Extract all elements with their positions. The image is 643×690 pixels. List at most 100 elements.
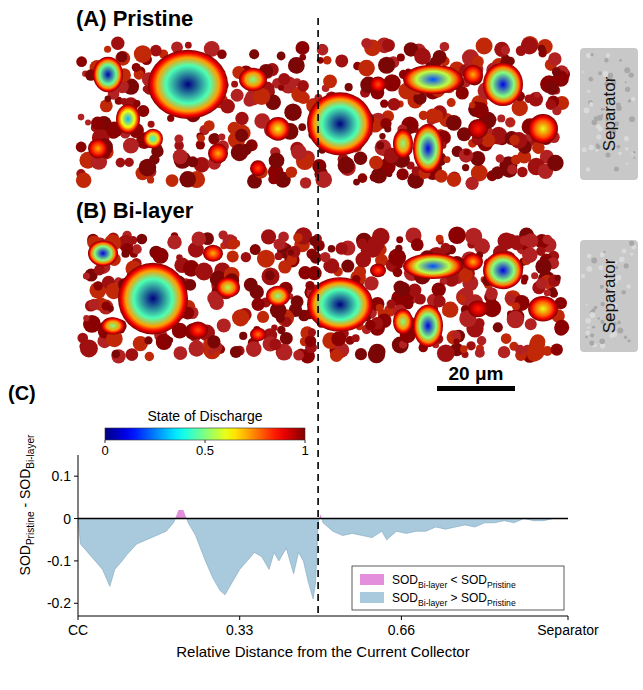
binder-speck: [116, 158, 126, 168]
y-tick: [74, 518, 78, 519]
binder-speck: [521, 278, 527, 284]
subscript: Bi-layer: [418, 580, 447, 590]
binder-speck: [288, 57, 305, 74]
binder-speck: [459, 148, 473, 162]
legend-box: [352, 566, 564, 610]
particle: [463, 65, 483, 85]
separator-texture: [598, 71, 602, 75]
x-tick-label: Separator: [537, 622, 599, 638]
binder-speck: [525, 95, 533, 103]
binder-speck: [388, 98, 401, 111]
particle: [203, 245, 223, 262]
colorbar-tick-label: 0: [101, 443, 108, 458]
binder-speck: [148, 121, 155, 128]
binder-speck: [268, 174, 278, 184]
separator-texture: [592, 326, 595, 329]
separator-texture: [625, 147, 629, 151]
separator-texture: [619, 257, 625, 263]
separator-texture: [587, 326, 590, 329]
binder-speck: [496, 154, 504, 162]
binder-speck: [331, 331, 346, 346]
binder-speck: [239, 332, 247, 340]
binder-speck: [149, 154, 160, 165]
binder-speck: [536, 278, 547, 289]
binder-speck: [396, 262, 403, 269]
microstructure-panel: [76, 36, 570, 190]
particle: [483, 63, 523, 106]
binder-speck: [354, 152, 368, 166]
binder-speck: [382, 39, 395, 52]
binder-speck: [435, 170, 448, 183]
binder-speck: [197, 134, 205, 142]
separator-texture: [614, 166, 619, 171]
separator-texture: [596, 143, 599, 146]
binder-speck: [262, 267, 280, 285]
binder-speck: [300, 177, 311, 188]
particle: [413, 305, 443, 348]
binder-speck: [192, 232, 207, 247]
subscript: Pristine: [487, 598, 516, 608]
binder-speck: [453, 338, 459, 344]
particle: [266, 117, 290, 141]
separator-block: [580, 48, 638, 180]
separator-texture: [602, 71, 608, 77]
separator-texture: [630, 252, 633, 255]
y-axis: [78, 455, 79, 616]
binder-speck: [384, 126, 391, 133]
binder-speck: [546, 99, 557, 110]
binder-speck: [383, 74, 400, 91]
binder-speck: [277, 326, 285, 334]
binder-speck: [310, 252, 322, 264]
binder-speck: [231, 89, 244, 102]
binder-speck: [368, 346, 385, 363]
binder-speck: [76, 172, 92, 188]
separator-texture: [585, 336, 588, 339]
binder-speck: [506, 294, 516, 304]
separator-block: [580, 240, 638, 352]
separator-texture: [585, 318, 591, 324]
binder-speck: [543, 235, 553, 245]
separator-texture: [581, 274, 586, 279]
binder-speck: [179, 171, 196, 188]
binder-speck: [278, 260, 291, 273]
binder-speck: [436, 235, 444, 243]
binder-speck: [522, 247, 537, 262]
x-tick: [239, 616, 240, 620]
binder-speck: [252, 246, 259, 253]
particle: [188, 322, 208, 339]
binder-speck: [123, 138, 139, 154]
binder-speck: [395, 245, 402, 252]
binder-speck: [323, 56, 332, 65]
separator-texture: [584, 108, 590, 114]
binder-speck: [230, 346, 242, 358]
binder-speck: [153, 248, 169, 264]
particle: [468, 300, 488, 317]
binder-speck: [289, 246, 301, 258]
binder-speck: [368, 235, 385, 252]
binder-speck: [126, 348, 139, 361]
binder-speck: [396, 168, 408, 180]
binder-speck: [76, 142, 87, 153]
binder-speck: [284, 103, 301, 120]
particle: [528, 296, 558, 322]
binder-speck: [465, 228, 482, 245]
binder-speck: [235, 129, 248, 142]
binder-speck: [195, 263, 213, 281]
binder-speck: [173, 149, 188, 164]
binder-speck: [376, 142, 384, 150]
particle: [208, 144, 228, 164]
binder-speck: [83, 315, 89, 321]
particle: [88, 139, 108, 159]
binder-speck: [505, 117, 515, 127]
binder-speck: [512, 302, 520, 310]
binder-speck: [234, 125, 250, 141]
binder-speck: [218, 230, 227, 239]
binder-speck: [493, 322, 503, 332]
binder-speck: [378, 57, 395, 74]
binder-speck: [271, 325, 277, 331]
binder-speck: [477, 336, 486, 345]
separator-texture: [582, 147, 587, 152]
binder-speck: [452, 331, 461, 340]
legend: SODBi-layer < SODPristineSODBi-layer > S…: [352, 566, 564, 610]
y-tick-label: -0.2: [47, 595, 71, 611]
